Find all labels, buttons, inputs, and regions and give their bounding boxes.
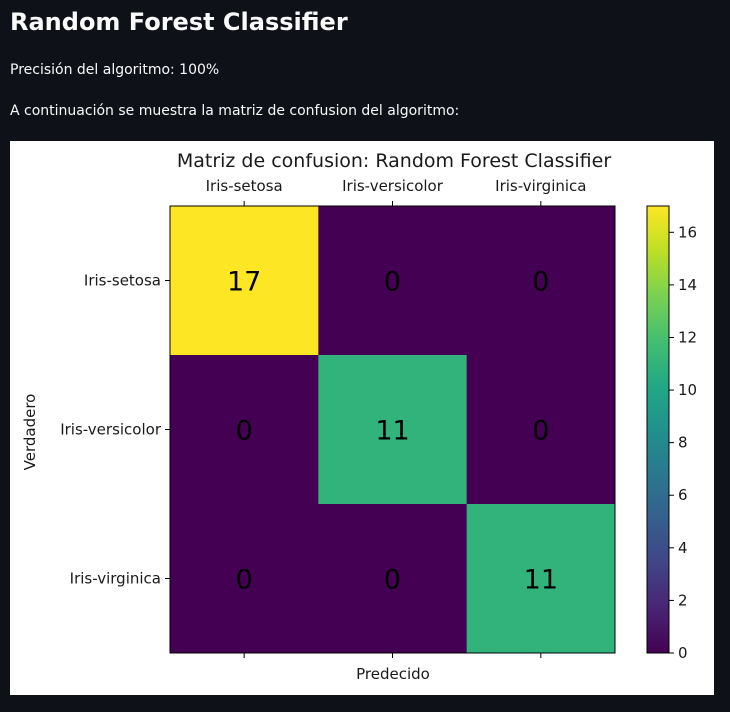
colorbar-tick-label-6: 12 bbox=[678, 328, 697, 346]
matrix-cell-r1-c0 bbox=[170, 355, 319, 505]
colorbar-tick-label-4: 8 bbox=[678, 434, 688, 452]
colorbar-tick-label-5: 10 bbox=[678, 381, 697, 399]
colorbar bbox=[646, 205, 670, 654]
colorbar-tick-label-1: 2 bbox=[678, 591, 688, 609]
matrix-cell-r0-c1 bbox=[318, 206, 468, 356]
matrix-cell-r1-c2 bbox=[466, 355, 616, 505]
x-axis-label: Predecido bbox=[356, 665, 430, 683]
colorbar-tick-label-2: 4 bbox=[678, 539, 688, 557]
cell-value-r1-c1: 11 bbox=[375, 416, 409, 447]
colorbar-tick-label-3: 6 bbox=[678, 486, 688, 504]
matrix-cell-r2-c1 bbox=[318, 504, 468, 654]
x-tick-label-2: Iris-virginica bbox=[495, 177, 586, 195]
colorbar-tick-label-0: 0 bbox=[678, 644, 688, 662]
y-axis-label: Verdadero bbox=[21, 394, 39, 471]
cell-value-r2-c1: 0 bbox=[384, 565, 401, 596]
cell-value-r1-c0: 0 bbox=[236, 416, 253, 447]
colorbar-tick-label-7: 14 bbox=[678, 276, 697, 294]
confusion-matrix-chart: Matriz de confusion: Random Forest Class… bbox=[21, 150, 697, 683]
y-tick-label-2: Iris-virginica bbox=[70, 570, 161, 588]
cell-value-r2-c2: 11 bbox=[524, 565, 558, 596]
plot-frame bbox=[169, 205, 616, 654]
cell-value-r1-c2: 0 bbox=[532, 416, 549, 447]
page-title: Random Forest Classifier bbox=[10, 8, 348, 36]
y-tick-label-0: Iris-setosa bbox=[84, 272, 161, 290]
matrix-cell-r2-c0 bbox=[170, 504, 319, 654]
matrix-cell-r0-c0 bbox=[170, 206, 319, 356]
matrix-cell-r0-c2 bbox=[466, 206, 616, 356]
x-tick-label-0: Iris-setosa bbox=[206, 177, 283, 195]
y-tick-label-1: Iris-versicolor bbox=[60, 421, 162, 439]
accuracy-text: Precisión del algoritmo: 100% bbox=[10, 62, 220, 78]
colorbar-tick-label-8: 16 bbox=[678, 223, 697, 241]
cell-value-r0-c0: 17 bbox=[227, 267, 261, 298]
intro-text: A continuación se muestra la matriz de c… bbox=[10, 103, 460, 119]
cell-value-r0-c1: 0 bbox=[384, 267, 401, 298]
matrix-cell-r1-c1 bbox=[318, 355, 468, 505]
x-tick-label-1: Iris-versicolor bbox=[342, 177, 444, 195]
cell-value-r2-c0: 0 bbox=[236, 565, 253, 596]
confusion-matrix-figure: Matriz de confusion: Random Forest Class… bbox=[10, 141, 714, 695]
chart-title: Matriz de confusion: Random Forest Class… bbox=[177, 150, 611, 172]
matrix-cell-r2-c2 bbox=[466, 504, 616, 654]
cell-value-r0-c2: 0 bbox=[532, 267, 549, 298]
